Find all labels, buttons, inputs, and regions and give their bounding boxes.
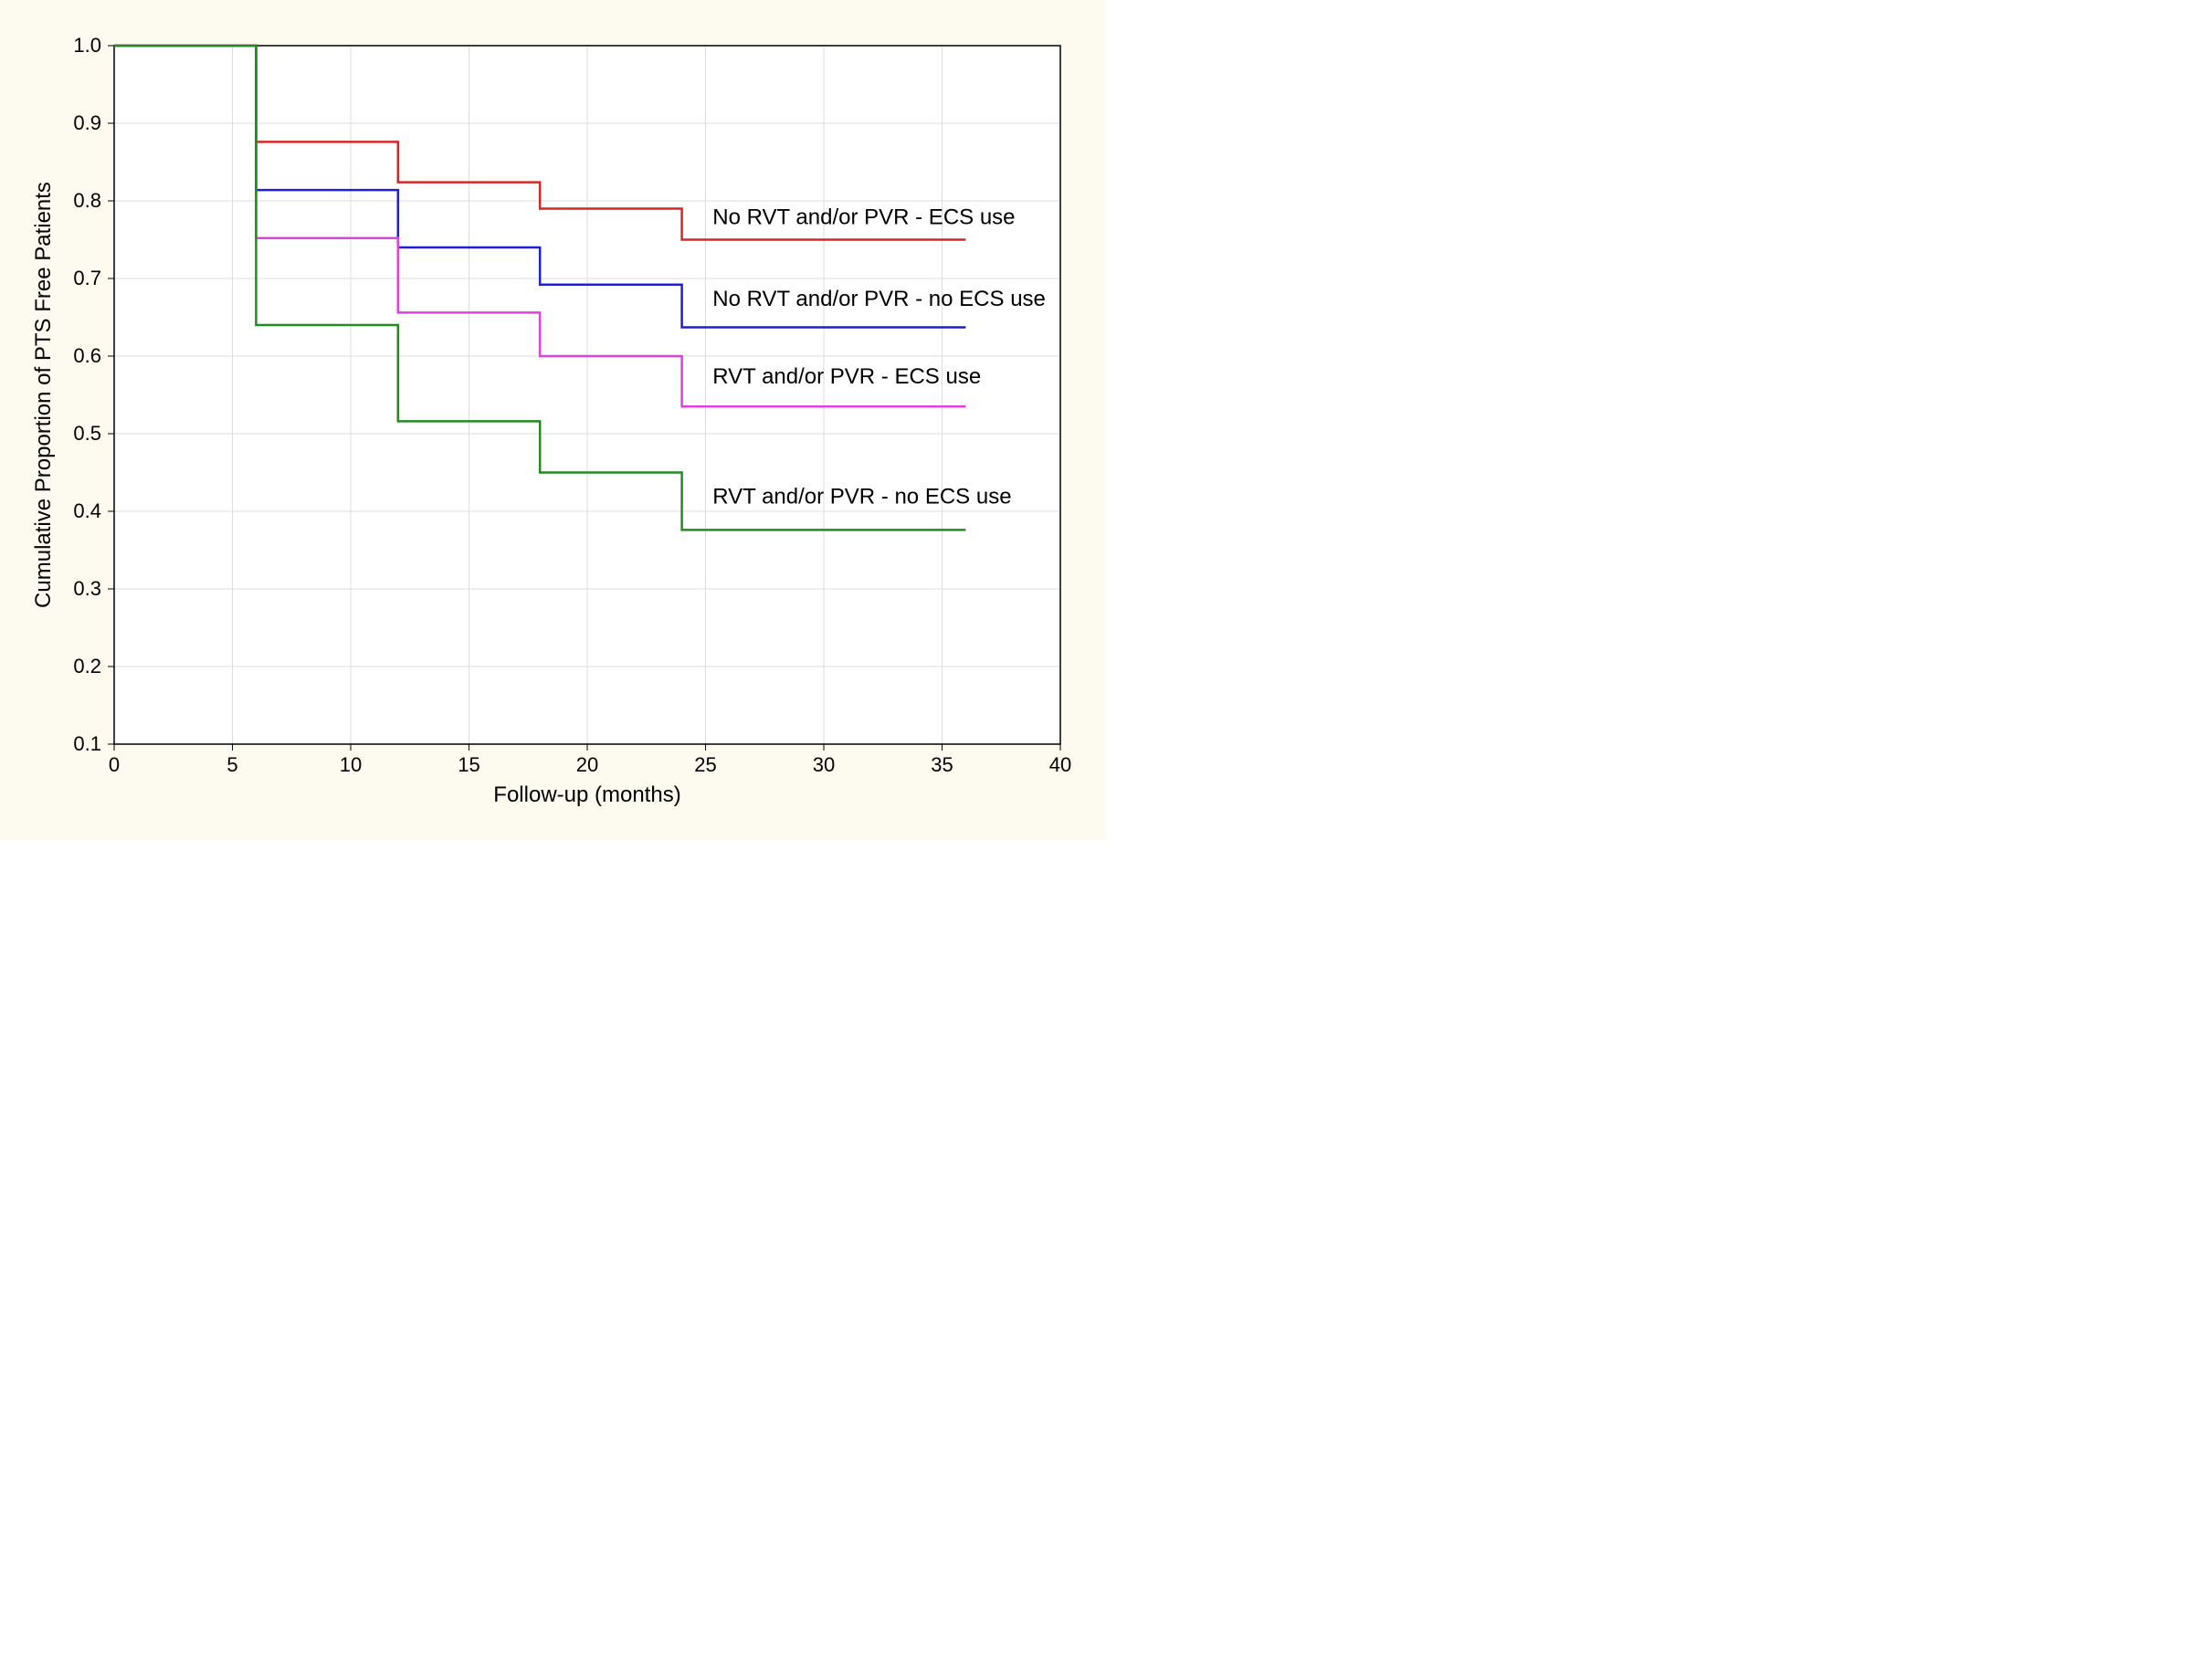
y-tick-label: 0.8 [73, 189, 101, 212]
y-tick-label: 0.6 [73, 344, 101, 367]
x-tick-label: 25 [694, 753, 716, 776]
y-tick-label: 0.5 [73, 422, 101, 445]
x-tick-label: 5 [226, 753, 237, 776]
x-tick-label: 40 [1049, 753, 1071, 776]
x-tick-label: 30 [813, 753, 835, 776]
y-tick-label: 0.7 [73, 267, 101, 289]
survival-chart: 0 5 10 15 20 25 30 35 40 0.1 0.2 0.3 0.4 0.5 0.6 0.7 0.8… [27, 27, 1079, 813]
series-label: RVT and/or PVR - no ECS use [712, 485, 1011, 509]
series-label: No RVT and/or PVR - ECS use [712, 205, 1015, 230]
x-tick-label: 0 [109, 753, 120, 776]
y-tick-label: 0.9 [73, 111, 101, 134]
x-tick-label: 35 [931, 753, 953, 776]
series-label: No RVT and/or PVR - no ECS use [712, 287, 1046, 311]
x-tick-label: 20 [576, 753, 598, 776]
x-tick-label: 10 [340, 753, 362, 776]
x-axis-label: Follow-up (months) [493, 782, 680, 807]
y-tick-label: 0.2 [73, 655, 101, 677]
chart-container: 0 5 10 15 20 25 30 35 40 0.1 0.2 0.3 0.4 0.5 0.6 0.7 0.8… [0, 0, 1106, 840]
y-axis-label: Cumulative Proportion of PTS Free Patien… [31, 182, 56, 608]
y-tick-label: 0.3 [73, 577, 101, 600]
y-tick-label: 1.0 [73, 34, 101, 57]
y-tick-label: 0.4 [73, 499, 101, 522]
y-tick-label: 0.1 [73, 732, 101, 755]
series-label: RVT and/or PVR - ECS use [712, 364, 981, 389]
x-tick-label: 15 [458, 753, 479, 776]
